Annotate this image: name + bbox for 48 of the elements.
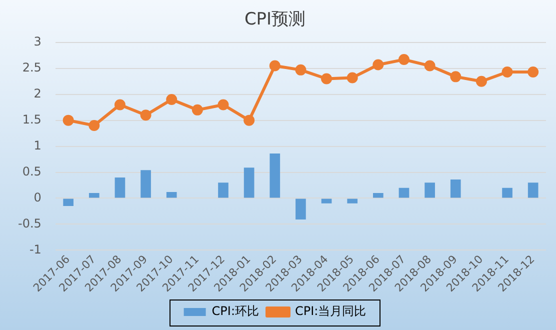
bar (321, 198, 332, 204)
point (398, 54, 410, 66)
point (140, 110, 152, 121)
point (476, 76, 487, 87)
point (295, 64, 306, 76)
bar (450, 180, 461, 198)
bar (270, 154, 280, 198)
bar (528, 182, 538, 198)
point (218, 99, 229, 110)
y-tick-label: -0.5 (18, 216, 42, 230)
point (424, 60, 436, 72)
point (166, 94, 178, 106)
legend-label: CPI:环比 (212, 304, 260, 318)
y-tick-label: 0.5 (22, 164, 42, 178)
point (321, 73, 332, 84)
point (269, 60, 280, 72)
bar (502, 188, 512, 198)
point (244, 114, 255, 126)
y-tick-label: 3 (34, 34, 42, 49)
point (114, 99, 126, 110)
point (502, 66, 513, 78)
bar (244, 168, 254, 198)
point (62, 114, 74, 126)
point (192, 104, 203, 116)
y-tick-label: 2 (34, 86, 42, 100)
bar (218, 182, 228, 198)
y-tick-label: 1 (34, 138, 42, 152)
bar (398, 188, 410, 198)
y-tick-label: 2.5 (22, 60, 42, 74)
y-tick-label: 0 (34, 190, 42, 204)
point (346, 72, 358, 84)
point (528, 66, 539, 78)
bar (166, 192, 177, 198)
bar (63, 198, 74, 206)
bar (373, 193, 384, 198)
legend-label: CPI:当月同比 (295, 304, 366, 318)
bar (424, 182, 435, 198)
y-tick-label: -1 (29, 242, 42, 256)
bar (114, 177, 126, 198)
chart-title: CPI预测 (244, 10, 306, 30)
y-tick-label: 1.5 (22, 112, 42, 126)
bar (347, 198, 358, 204)
point (372, 59, 384, 70)
bar (88, 193, 100, 198)
point (450, 71, 462, 82)
point (88, 120, 100, 132)
bar (296, 198, 306, 220)
bar (140, 170, 151, 198)
